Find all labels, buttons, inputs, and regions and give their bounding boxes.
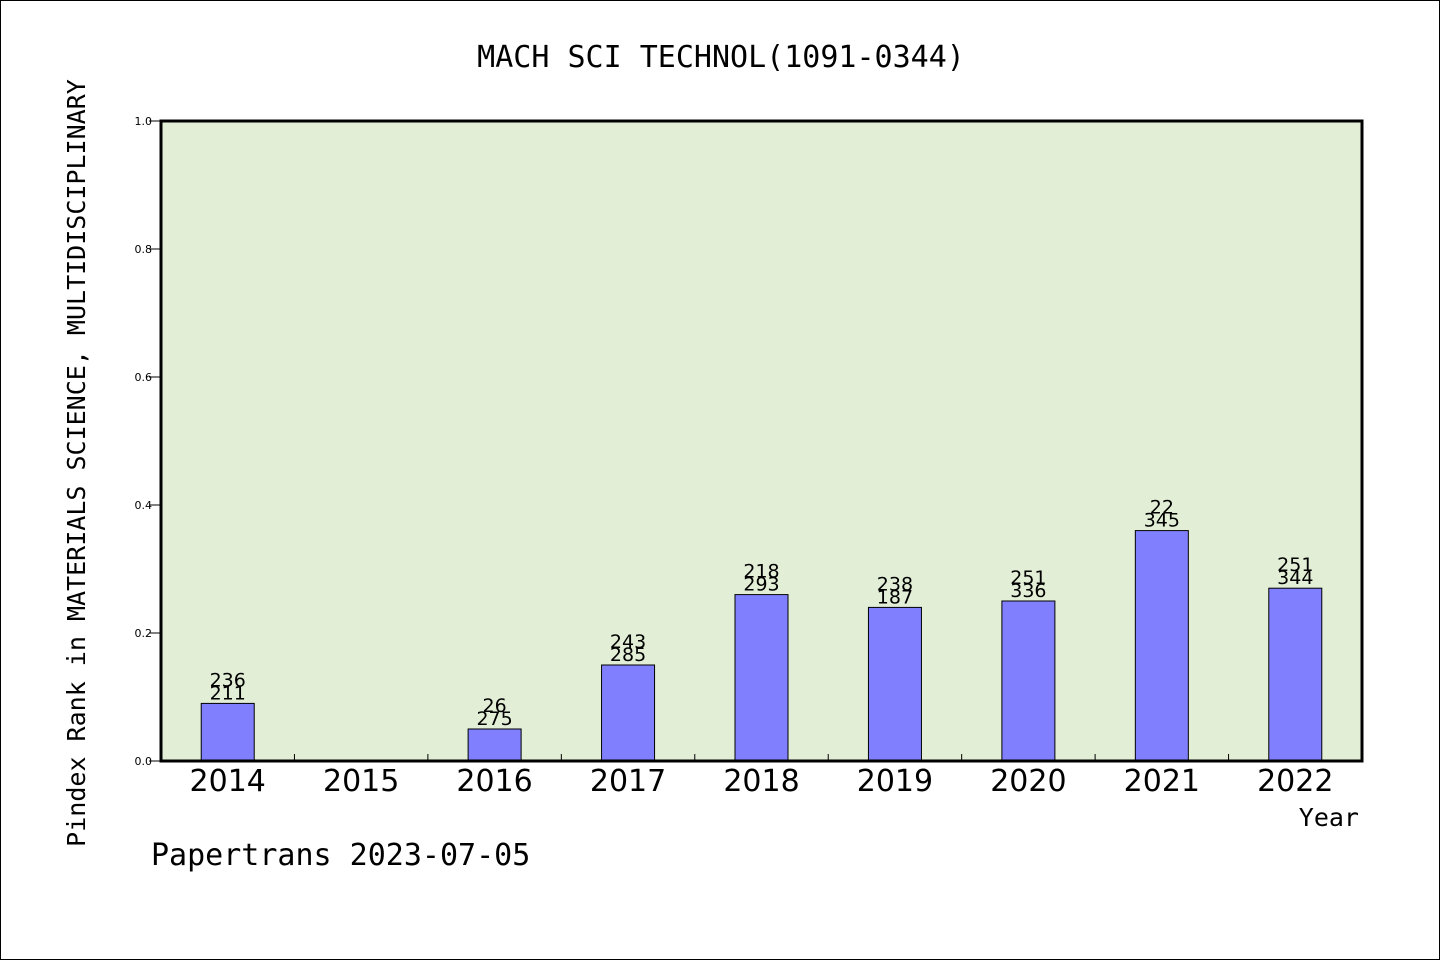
bar-label-top: 251	[1010, 567, 1046, 589]
bar	[734, 594, 789, 762]
y-axis: 0.0 0.2 0.4 0.6 0.8 1.0	[135, 115, 161, 768]
x-tick-label: 2017	[590, 764, 666, 799]
bar-label-top: 251	[1277, 554, 1313, 576]
x-tick-label: 2022	[1257, 764, 1333, 799]
x-tick-label: 2020	[990, 764, 1066, 799]
bar-label-bottom: 293	[743, 574, 779, 596]
x-tick-label: 2018	[723, 764, 799, 799]
y-tick-label: 0.8	[135, 243, 153, 256]
bar-label-bottom: 344	[1277, 567, 1313, 589]
bar	[467, 728, 522, 762]
bar	[1001, 600, 1056, 762]
y-axis-label: Pindex Rank in MATERIALS SCIENCE, MULTID…	[62, 79, 91, 847]
bar-label-top: 243	[610, 631, 646, 653]
bar-label-bottom: 187	[877, 586, 913, 608]
bar	[1268, 587, 1323, 762]
bar-label-bottom: 345	[1144, 510, 1180, 532]
chart-title: MACH SCI TECHNOL(1091-0344)	[477, 40, 965, 75]
bar-label-top: 26	[483, 695, 507, 717]
bar-label-bottom: 285	[610, 644, 646, 666]
bar	[200, 702, 255, 762]
x-axis-label: Year	[1299, 803, 1359, 832]
x-axis: 2014 2015 2016 2017 2018 2019 2020 2021 2022	[190, 754, 1333, 799]
y-tick-label: 1.0	[135, 115, 153, 128]
x-tick-label: 2014	[190, 764, 266, 799]
plot-border	[159, 119, 1364, 763]
bar-label-top: 22	[1150, 497, 1174, 519]
y-tick-label: 0.2	[135, 627, 153, 640]
bar	[867, 606, 922, 762]
bar-label-top: 236	[210, 669, 246, 691]
x-tick-label: 2015	[323, 764, 399, 799]
bars-group	[200, 530, 1323, 762]
x-tick-label: 2016	[456, 764, 532, 799]
credit-text: Papertrans 2023-07-05	[151, 838, 530, 873]
bar	[1134, 530, 1189, 762]
bar-label-bottom: 275	[476, 708, 512, 730]
x-tick-label: 2019	[857, 764, 933, 799]
bar	[601, 664, 656, 762]
y-tick-label: 0.4	[135, 499, 153, 512]
y-tick-label: 0.6	[135, 371, 153, 384]
bar-label-bottom: 211	[210, 682, 246, 704]
bar-label-top: 238	[877, 573, 913, 595]
bar-label-top: 218	[743, 561, 779, 583]
y-tick-label: 0.0	[135, 755, 153, 768]
x-tick-label: 2021	[1124, 764, 1200, 799]
bar-label-bottom: 336	[1010, 580, 1046, 602]
